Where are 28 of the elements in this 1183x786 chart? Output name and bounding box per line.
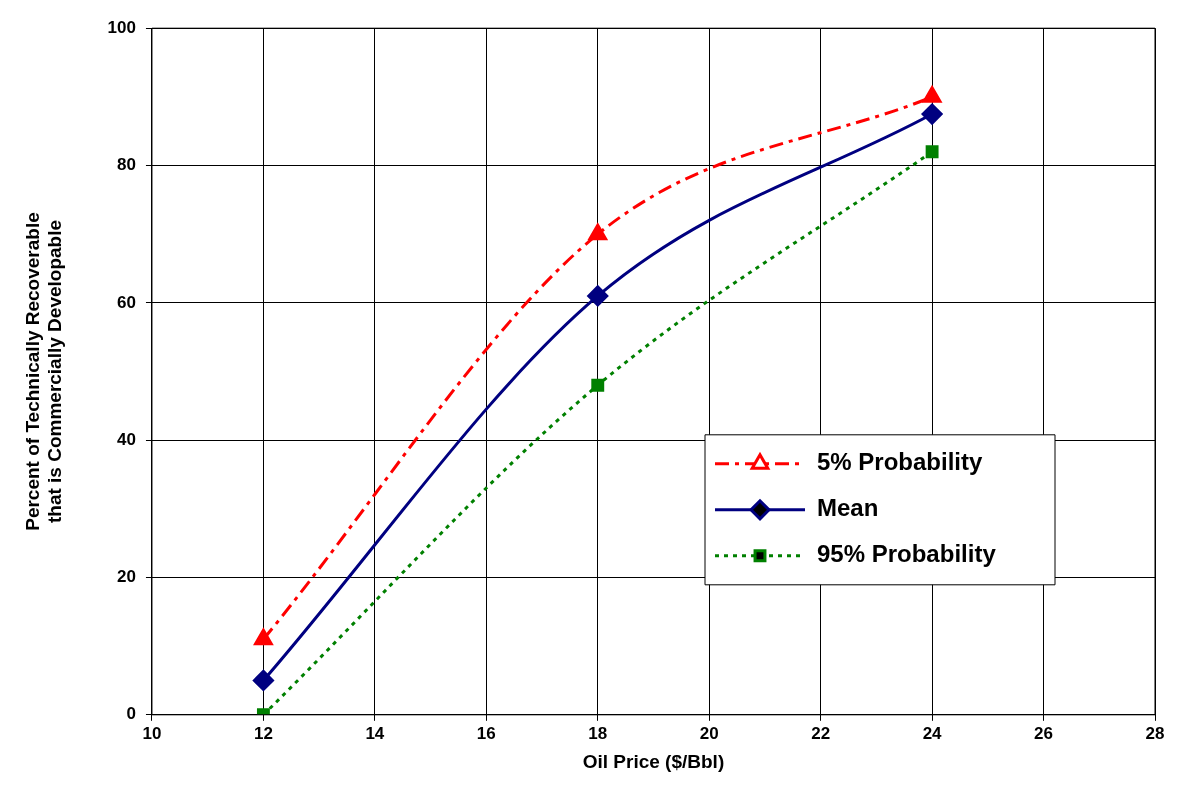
legend-label: Mean	[817, 494, 879, 522]
x-tick-label: 26	[1034, 723, 1054, 743]
x-tick-label: 12	[253, 723, 273, 743]
point	[921, 103, 943, 125]
y-tick-label: 80	[117, 155, 136, 175]
x-tick-label: 22	[811, 723, 831, 743]
point	[925, 145, 939, 159]
legend-label: 95% Probability	[817, 540, 997, 568]
y-tick-label: 60	[117, 292, 136, 312]
x-tick-label: 18	[588, 723, 608, 743]
point	[588, 223, 608, 241]
point	[252, 669, 274, 691]
x-axis-title: Oil Price ($/Bbl)	[582, 750, 725, 772]
x-tick-label: 28	[1145, 723, 1165, 743]
x-tick-label: 10	[142, 723, 162, 743]
x-tick-label: 14	[365, 723, 385, 743]
y-tick-label: 20	[117, 567, 136, 587]
x-tick-label: 20	[699, 723, 719, 743]
y-tick-label: 100	[107, 17, 136, 37]
x-tick-label: 24	[922, 723, 943, 743]
point	[254, 628, 273, 646]
legend-label: 5% Probability	[817, 448, 984, 476]
x-tick-label: 16	[476, 723, 496, 743]
y-tick-label: 0	[126, 704, 136, 724]
y-tick-label: 40	[117, 429, 136, 449]
y-axis-title: Percent of Technically Recoverable that is Commercially Developable	[21, 212, 66, 531]
point	[591, 378, 605, 392]
point	[587, 285, 609, 307]
